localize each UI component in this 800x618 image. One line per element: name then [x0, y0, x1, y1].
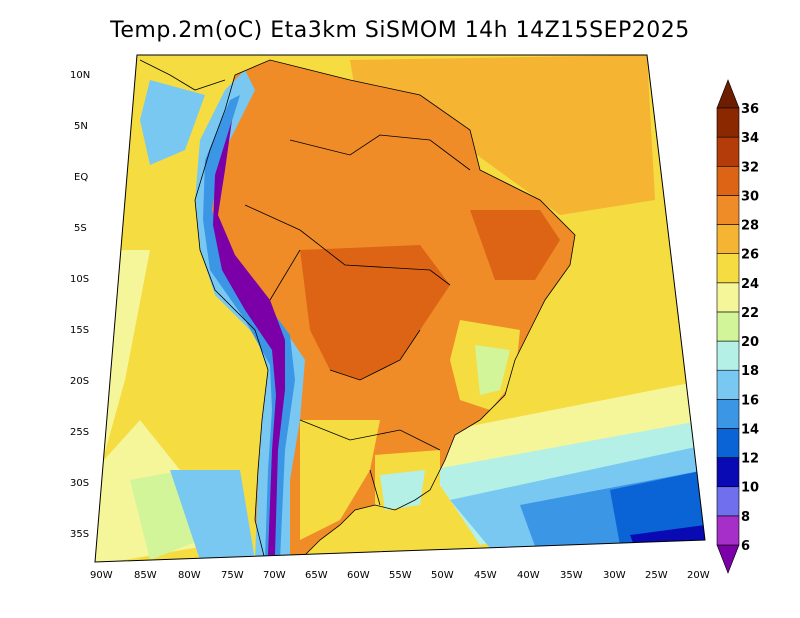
lat-tick-35s: 35S — [70, 529, 89, 540]
lat-tick-eq: EQ — [74, 172, 88, 183]
highland-core — [475, 345, 510, 395]
colorbar-segment — [716, 515, 740, 546]
colorbar-segment — [716, 136, 740, 167]
atlantic-north — [350, 55, 655, 215]
lon-tick-65w: 65W — [305, 570, 328, 581]
lat-tick-5n: 5N — [74, 121, 88, 132]
colorbar-label: 32 — [741, 160, 759, 175]
andes-cold — [203, 95, 295, 560]
lat-tick-15s: 15S — [70, 325, 89, 336]
pacific-cool-north — [140, 80, 205, 165]
lat-tick-10s: 10S — [70, 274, 89, 285]
lon-tick-35w: 35W — [560, 570, 583, 581]
lon-tick-80w: 80W — [178, 570, 201, 581]
colorbar-label: 12 — [741, 452, 759, 467]
pacific-coast — [194, 74, 269, 561]
colorbar-label: 10 — [741, 481, 759, 496]
temperature-field — [95, 55, 705, 562]
lon-tick-55w: 55W — [389, 570, 412, 581]
border-peru — [269, 249, 301, 301]
lon-tick-40w: 40W — [517, 570, 540, 581]
colorbar-label: 30 — [741, 189, 759, 204]
map-title: Temp.2m(oC) Eta3km SiSMOM 14h 14Z15SEP20… — [110, 18, 690, 43]
lon-tick-30w: 30W — [603, 570, 626, 581]
colorbar-segment — [716, 486, 740, 517]
atlantic-coast — [234, 59, 576, 561]
domain-border — [94, 54, 706, 563]
argentina-warm — [300, 420, 380, 540]
lat-tick-5s: 5S — [74, 223, 87, 234]
colorbar-segment — [716, 282, 740, 313]
colorbar-label: 22 — [741, 306, 759, 321]
colorbar-segment — [716, 311, 740, 342]
colorbar-segment — [716, 253, 740, 284]
colorbar-top-arrow — [716, 79, 740, 109]
latitude-axis: 10N 5N EQ 5S 10S 15S 20S 25S 30S 35S — [70, 70, 90, 540]
border-paraguay — [299, 419, 441, 451]
atlantic-colder — [610, 470, 705, 545]
lon-tick-60w: 60W — [347, 570, 370, 581]
colorbar-segment — [716, 195, 740, 225]
colorbar-segment — [716, 165, 740, 196]
lat-tick-25s: 25S — [70, 427, 89, 438]
colorbar-label: 28 — [741, 219, 759, 234]
lon-tick-90w: 90W — [90, 570, 113, 581]
colorbar-segment — [716, 224, 740, 254]
coastlines-borders — [139, 59, 576, 561]
colorbar-label: 18 — [741, 364, 759, 379]
colorbar-segment — [716, 399, 740, 429]
border-central — [244, 204, 451, 286]
lon-tick-85w: 85W — [134, 570, 157, 581]
lon-tick-50w: 50W — [431, 570, 454, 581]
colorbar-segment — [716, 369, 740, 400]
land-very-hot-central — [300, 245, 450, 380]
longitude-axis: 90W 85W 80W 75W 70W 65W 60W 55W 50W 45W … — [90, 570, 710, 581]
land-very-hot-northeast — [470, 210, 560, 280]
andes-coldest — [213, 120, 285, 555]
colorbar-segment — [716, 428, 740, 458]
pacific-cool-south — [170, 470, 255, 560]
colorbar-label: 8 — [741, 510, 750, 525]
lat-tick-10n: 10N — [70, 70, 90, 81]
lon-tick-70w: 70W — [263, 570, 286, 581]
border-north — [289, 134, 471, 171]
colorbar-label: 36 — [741, 102, 759, 117]
lon-tick-75w: 75W — [221, 570, 244, 581]
border-uruguay — [369, 469, 381, 506]
colorbar-label: 6 — [741, 539, 750, 554]
central-america-coast — [139, 59, 226, 91]
colorbar-segment — [716, 457, 740, 488]
uruguay-cool — [380, 470, 425, 510]
colorbar-segment — [716, 107, 740, 138]
colorbar: 6 8 10 12 14 16 18 20 22 24 26 28 30 32 34 36 — [716, 79, 759, 574]
lon-tick-45w: 45W — [474, 570, 497, 581]
lon-tick-25w: 25W — [645, 570, 668, 581]
colorbar-label: 16 — [741, 393, 759, 408]
lon-tick-20w: 20W — [687, 570, 710, 581]
lat-tick-20s: 20S — [70, 376, 89, 387]
colorbar-bottom-arrow — [716, 544, 740, 574]
colorbar-label: 20 — [741, 335, 759, 350]
colorbar-label: 14 — [741, 422, 759, 437]
colorbar-label: 34 — [741, 131, 759, 146]
colorbar-label: 26 — [741, 248, 759, 263]
lat-tick-30s: 30S — [70, 478, 89, 489]
colorbar-label: 24 — [741, 277, 759, 292]
border-bolivia — [329, 329, 421, 381]
colorbar-segment — [716, 340, 740, 371]
